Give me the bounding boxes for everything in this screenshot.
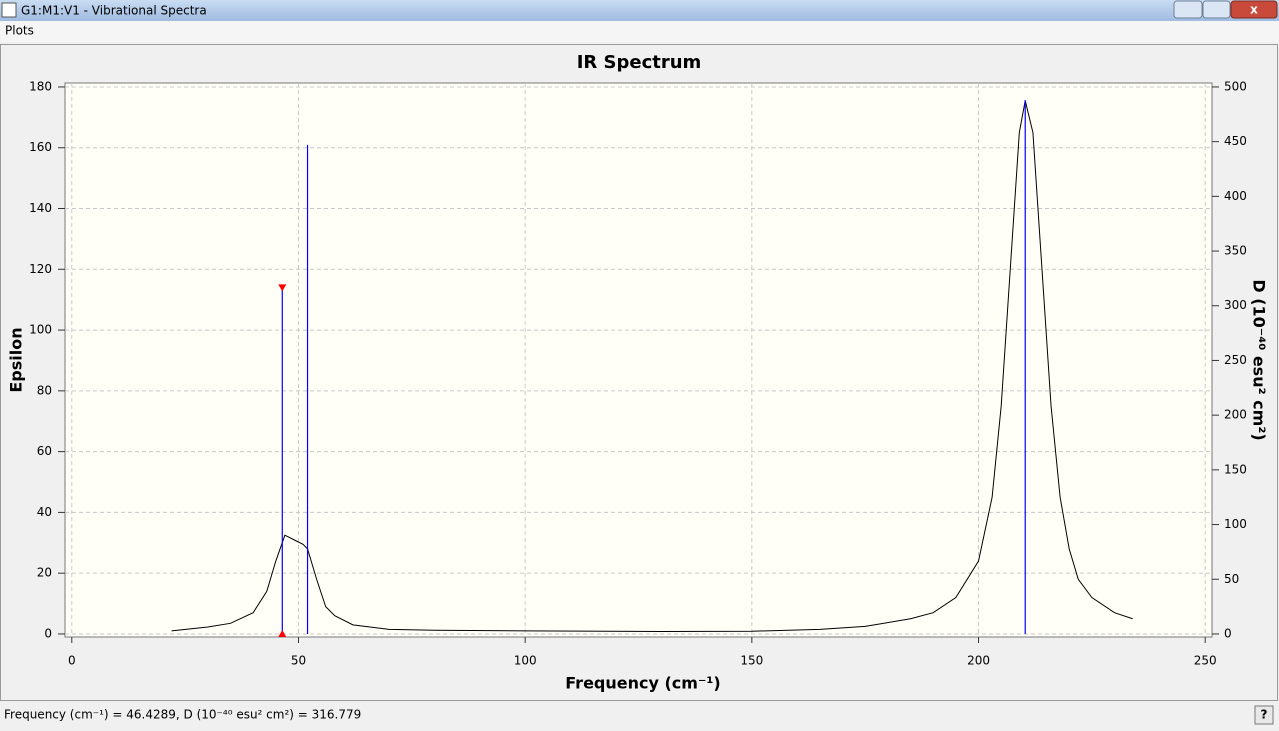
x-tick-label: 150 [740,654,763,668]
y2-tick-label: 100 [1224,517,1247,531]
x-tick-label: 0 [68,654,76,668]
minimize-button[interactable] [1173,0,1203,19]
y2-tick-label: 50 [1224,572,1239,586]
y-tick-label: 100 [29,323,52,337]
y-tick-label: 40 [37,505,52,519]
menu-bar [0,21,1279,42]
y-tick-label: 20 [37,566,52,580]
y-axis-label: Epsilon [7,327,26,392]
selected-marker [278,284,287,292]
y-tick-label: 140 [29,201,52,215]
y2-tick-label: 300 [1224,298,1247,312]
selected-marker [278,629,287,637]
y-tick-label: 120 [29,262,52,276]
y2-tick-label: 450 [1224,134,1247,148]
y2-tick-label: 150 [1224,462,1247,476]
x-tick-label: 100 [514,654,537,668]
y-tick-label: 160 [29,140,52,154]
y2-tick-label: 250 [1224,353,1247,367]
status-bar [0,703,1279,727]
close-button[interactable] [1230,0,1278,19]
maximize-button[interactable] [1202,0,1231,19]
menu-item[interactable]: Plots [5,24,34,38]
y2-tick-label: 200 [1224,408,1247,422]
x-tick-label: 50 [291,654,306,668]
help-button[interactable] [1254,705,1274,725]
x-axis-label: Frequency (cm⁻¹) [565,674,720,693]
y-tick-label: 180 [29,79,52,93]
window-title: G1:M1:V1 - Vibrational Spectra [21,4,207,18]
status-text: Frequency (cm⁻¹) = 46.4289, D (10⁻⁴⁰ esu… [4,708,361,722]
y2-tick-label: 400 [1224,189,1247,203]
plot-area [64,82,1213,638]
help-icon: ? [1261,708,1268,722]
y2-tick-label: 350 [1224,244,1247,258]
close-icon: x [1250,3,1258,17]
app-icon [1,2,17,18]
title-bar [0,0,1279,21]
chart-title: IR Spectrum [577,52,702,73]
y2-axis-label: D (10⁻⁴⁰ esu² cm²) [1250,279,1269,440]
y-tick-label: 80 [37,383,52,397]
y-tick-label: 60 [37,444,52,458]
spectrum-curve [171,100,1133,633]
y2-tick-label: 0 [1224,626,1232,640]
y2-tick-label: 500 [1224,79,1247,93]
y-tick-label: 0 [44,626,52,640]
x-tick-label: 200 [967,654,990,668]
x-tick-label: 250 [1194,654,1217,668]
